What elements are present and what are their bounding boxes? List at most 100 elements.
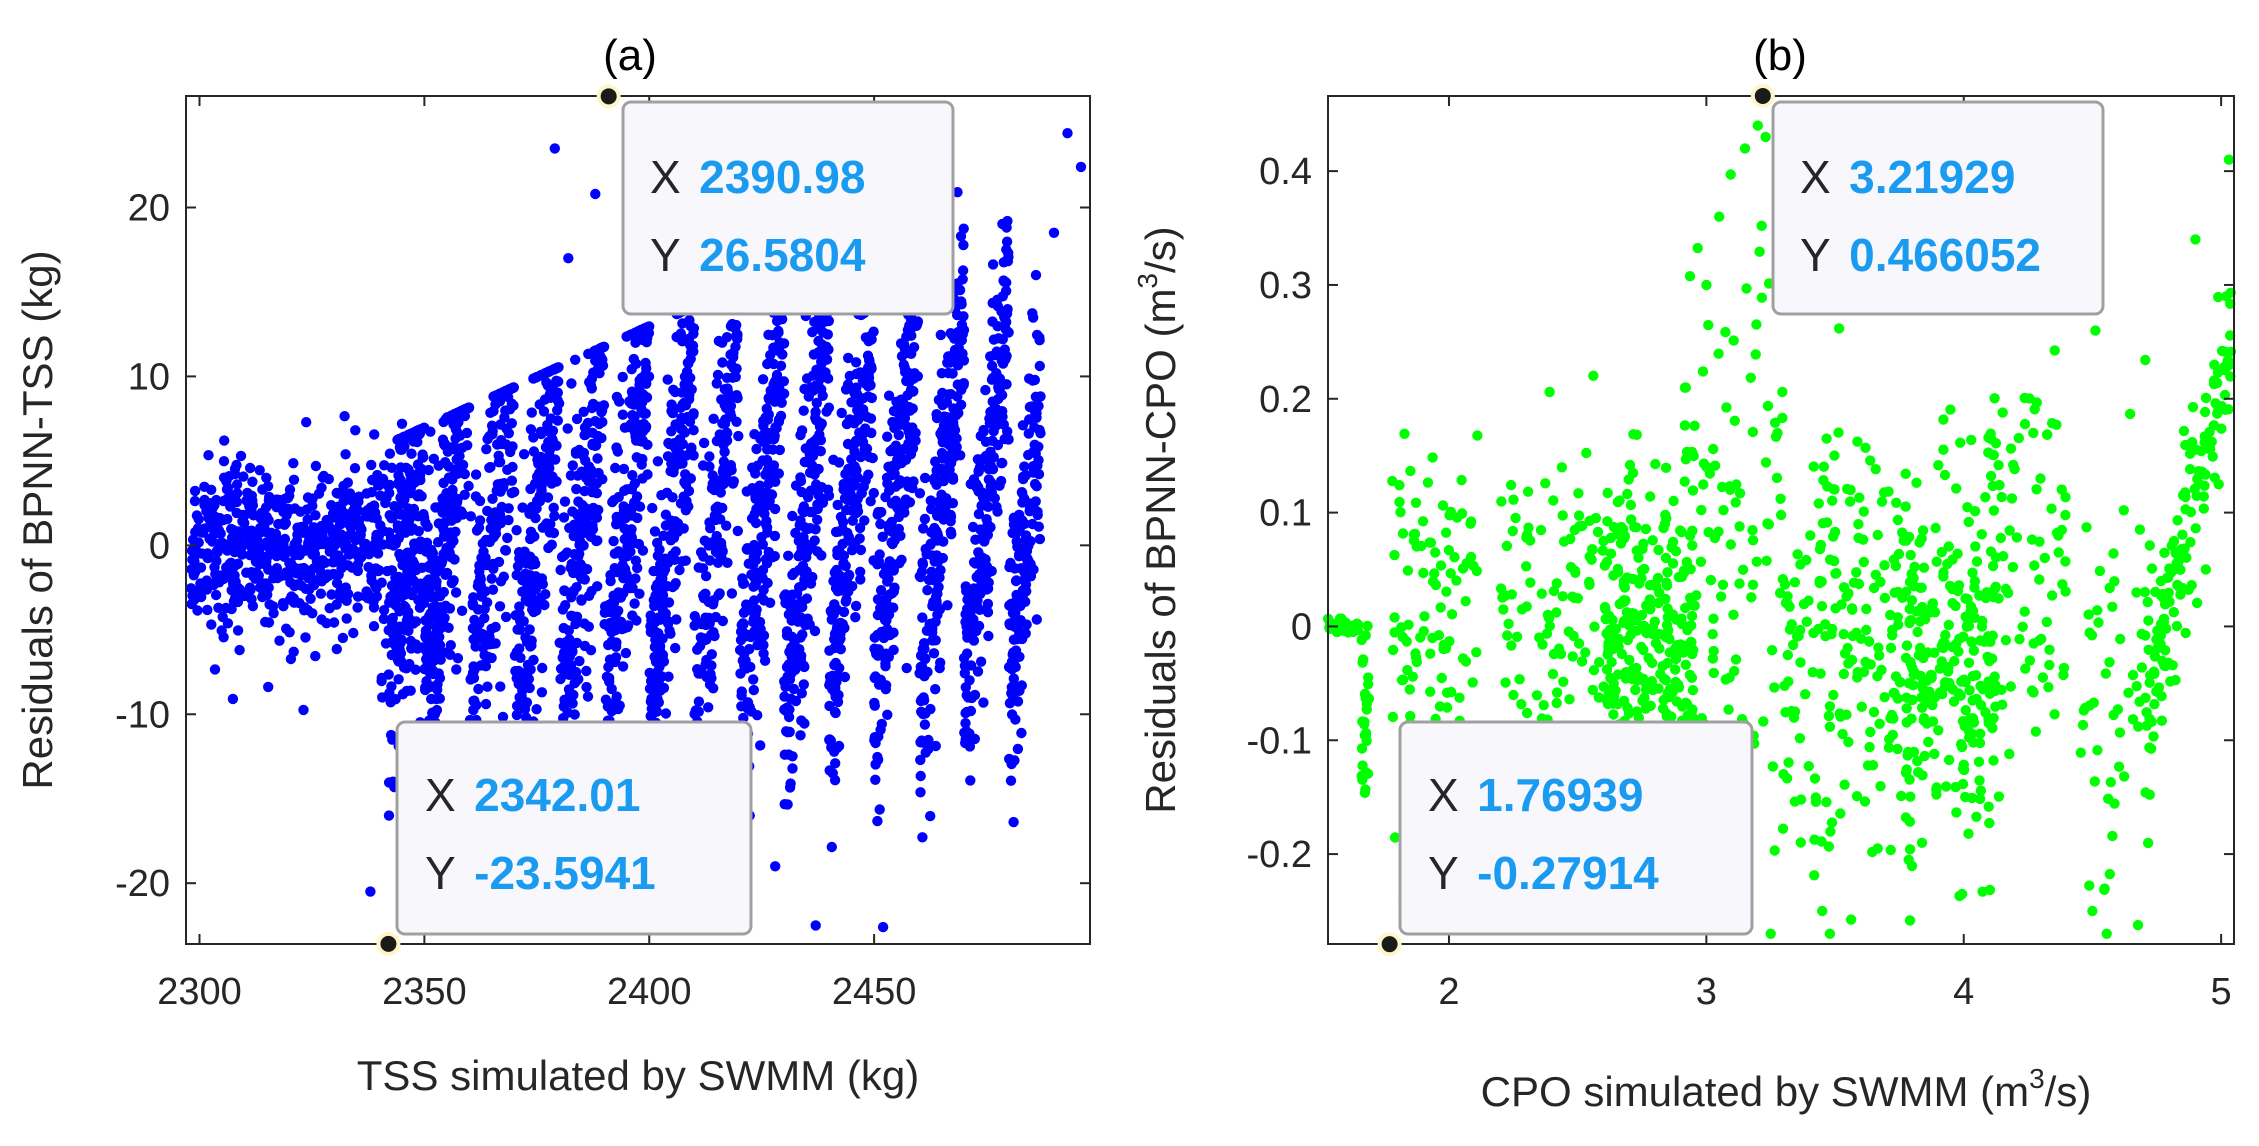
panel-a-point <box>1001 222 1012 233</box>
panel-a-point <box>872 609 884 621</box>
panel-a-point <box>310 650 321 662</box>
panel-b-point <box>1658 522 1669 534</box>
panel-a-point <box>608 535 619 547</box>
panel-a-point <box>579 618 590 629</box>
panel-a-point <box>218 456 230 467</box>
panel-b-point <box>1454 692 1465 703</box>
panel-a-point <box>344 549 355 560</box>
panel-a-point <box>688 425 699 436</box>
panel-b-point <box>1805 530 1816 541</box>
panel-a-point <box>630 573 641 584</box>
panel-a-point <box>957 274 968 285</box>
panel-a-point <box>1031 481 1042 492</box>
panel-a-point <box>679 476 690 488</box>
panel-b-point <box>1425 648 1436 659</box>
panel-a-point <box>751 567 762 579</box>
panel-a-point <box>891 529 903 540</box>
panel-b-point <box>1901 703 1912 714</box>
panel-a-point <box>1017 487 1028 499</box>
panel-b-point <box>1500 677 1511 688</box>
panel-a-point <box>748 551 759 563</box>
panel-a-point <box>796 688 807 699</box>
panel-a-point <box>526 501 538 513</box>
panel-a-point <box>914 571 925 582</box>
panel-b-point <box>1686 620 1697 631</box>
panel-b-point <box>1668 495 1679 507</box>
panel-b-point <box>1641 627 1652 639</box>
panel-a-point <box>617 371 628 383</box>
panel-a-point <box>324 603 335 614</box>
panel-b-point <box>1756 220 1767 231</box>
panel-b-point <box>1905 549 1916 561</box>
panel-a-point <box>761 522 773 533</box>
panel-a-point <box>535 426 546 437</box>
panel-a-datatip-1[interactable]: X 2390.98 Y 26.5804 <box>596 84 955 316</box>
panel-a-datatip-2[interactable]: X 2342.01 Y -23.5941 <box>376 720 753 956</box>
panel-a-point <box>795 601 806 612</box>
panel-b-point <box>1654 587 1665 598</box>
panel-a-point <box>507 461 518 473</box>
panel-a-point <box>543 470 554 482</box>
panel-a-point <box>745 631 757 643</box>
panel-a-point <box>224 558 235 570</box>
panel-b-point <box>1653 544 1664 556</box>
panel-a-point <box>210 589 222 601</box>
panel-b-point <box>1457 653 1469 664</box>
panel-a-point <box>794 582 805 593</box>
panel-a-point <box>883 520 895 531</box>
panel-b-point <box>1848 577 1860 588</box>
panel-a-point <box>380 497 391 509</box>
panel-a-point <box>958 239 969 251</box>
panel-b-point <box>1830 568 1841 579</box>
panel-a-point <box>636 459 647 470</box>
panel-a-point <box>728 476 739 487</box>
panel-b-point <box>1754 246 1765 257</box>
panel-a-point <box>219 435 230 446</box>
panel-a-point <box>495 681 506 692</box>
panel-b-point <box>1630 684 1641 696</box>
panel-b-point <box>1828 689 1839 701</box>
panel-a-point <box>486 623 497 634</box>
panel-a-point <box>712 480 723 491</box>
panel-b-point <box>1624 654 1635 666</box>
panel-b-point <box>1627 608 1638 619</box>
panel-a-point <box>1016 727 1027 739</box>
panel-b-title: (b) <box>1753 31 1807 80</box>
panel-a-point <box>277 598 289 609</box>
panel-a-datatip-1-marker[interactable] <box>596 84 621 109</box>
panel-a-point <box>836 407 847 419</box>
panel-b-point <box>1510 512 1521 524</box>
panel-a-point <box>717 615 728 627</box>
panel-a-point <box>958 223 969 234</box>
panel-a-ytick-label: 10 <box>128 356 170 398</box>
panel-a-point <box>537 662 548 674</box>
panel-a-point <box>482 433 493 445</box>
panel-a-point <box>713 335 725 347</box>
panel-a-point <box>499 478 510 489</box>
panel-a-point <box>866 334 877 345</box>
panel-b-point <box>1389 549 1400 561</box>
panel-b-point <box>1555 648 1567 660</box>
panel-a-point <box>421 537 433 548</box>
panel-a-point <box>511 569 522 581</box>
panel-a-datatip-2-marker[interactable] <box>376 931 401 956</box>
panel-a-point <box>365 886 376 897</box>
panel-b-point <box>1713 526 1724 537</box>
panel-b-point <box>1598 681 1609 692</box>
panel-a-point <box>365 502 376 513</box>
panel-a-point <box>553 376 564 387</box>
panel-a-point <box>662 374 673 385</box>
panel-a-point <box>195 562 207 573</box>
panel-a-point <box>186 564 197 575</box>
panel-a-point <box>875 674 886 685</box>
panel-a-point <box>536 687 548 698</box>
panel-a-point <box>321 514 332 526</box>
panel-a-xtick-label: 2450 <box>832 971 917 1013</box>
panel-b-point <box>1809 870 1820 881</box>
panel-a-point <box>893 511 904 523</box>
panel-a-point <box>436 558 447 569</box>
panel-a-point <box>873 506 884 518</box>
panel-a-point <box>608 597 620 608</box>
panel-a-point <box>396 418 408 429</box>
panel-a-point <box>421 654 432 665</box>
